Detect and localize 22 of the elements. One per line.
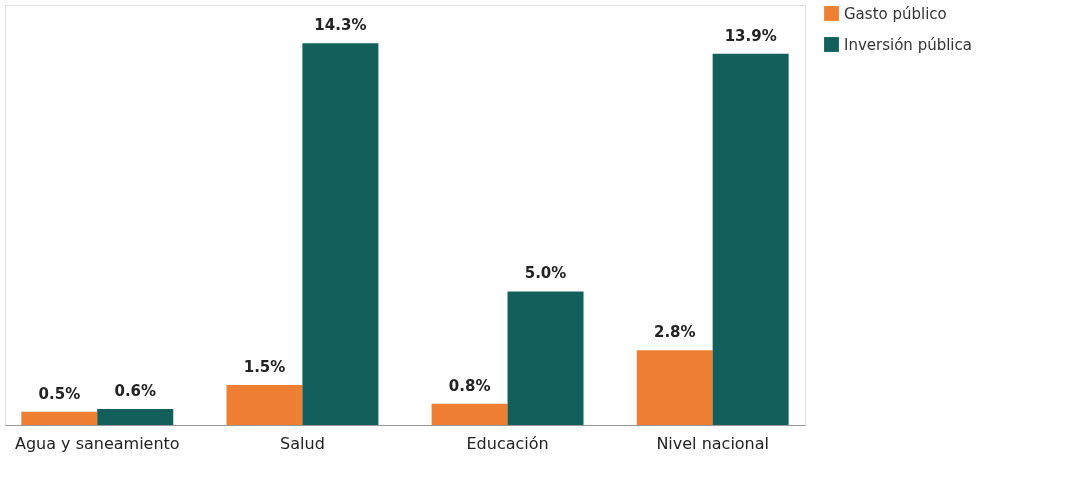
data-label: 5.0% [524, 264, 567, 283]
bar [636, 350, 713, 425]
data-label: 0.8% [448, 376, 491, 395]
bar [712, 53, 789, 425]
bar [97, 408, 174, 425]
legend-label: Gasto público [844, 4, 947, 23]
bar [21, 411, 98, 425]
x-tick-label: Agua y saneamiento [14, 433, 180, 453]
bar [431, 403, 508, 425]
data-label: 1.5% [243, 357, 286, 376]
data-label: 0.6% [114, 381, 157, 400]
data-label: 2.8% [653, 323, 696, 342]
x-tick-label: Educación [466, 433, 549, 453]
legend-label: Inversión pública [844, 35, 972, 54]
bar [226, 384, 303, 425]
data-label: 14.3% [314, 16, 367, 35]
x-tick-label: Salud [280, 433, 325, 453]
data-label: 0.5% [38, 384, 81, 403]
bar [507, 291, 584, 425]
x-tick-label: Nivel nacional [656, 433, 769, 453]
bar [302, 43, 379, 425]
data-label: 13.9% [724, 26, 777, 45]
